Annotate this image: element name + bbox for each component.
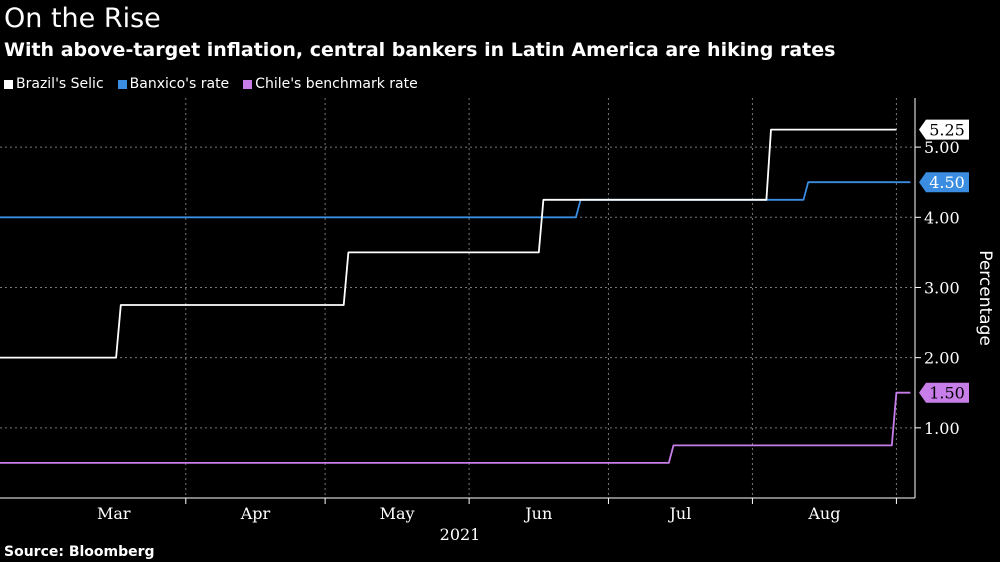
legend-swatch-brazil <box>4 79 13 89</box>
x-tick-label-1: Apr <box>240 504 271 523</box>
legend-swatch-banxico <box>117 79 127 89</box>
legend-item-chile: Chile's benchmark rate <box>243 76 418 92</box>
value-badge-label-chile: 1.50 <box>929 384 965 403</box>
x-tick-label-4: Jul <box>668 504 692 523</box>
legend-item-brazil: Brazil's Selic <box>4 76 104 92</box>
legend-label-banxico: Banxico's rate <box>129 76 230 92</box>
source-note: Source: Bloomberg <box>4 544 155 560</box>
value-badge-chile <box>919 382 969 403</box>
x-year-label: 2021 <box>440 525 481 544</box>
y-tick-label-0: 1.00 <box>924 419 960 438</box>
value-badge-label-banxico: 4.50 <box>929 173 965 192</box>
x-tick-label-3: Jun <box>523 504 552 523</box>
legend-label-chile: Chile's benchmark rate <box>255 76 418 92</box>
value-badge-brazil <box>919 119 969 140</box>
value-badge-banxico <box>919 172 969 193</box>
series-line-brazil <box>0 128 897 359</box>
chart-title: On the Rise <box>4 3 161 34</box>
x-tick-label-5: Aug <box>807 504 840 523</box>
y-tick-label-2: 3.00 <box>924 278 960 297</box>
series-line-chile <box>0 391 911 464</box>
y-axis-title: Percentage <box>975 250 995 346</box>
y-tick-label-1: 2.00 <box>924 349 960 368</box>
legend-label-brazil: Brazil's Selic <box>16 76 104 92</box>
x-tick-label-2: May <box>380 504 415 523</box>
value-badge-label-brazil: 5.25 <box>929 121 965 140</box>
series-line-banxico <box>0 181 911 219</box>
legend: Brazil's Selic Banxico's rate Chile's be… <box>4 74 432 94</box>
y-tick-label-3: 4.00 <box>924 208 960 227</box>
legend-swatch-chile <box>243 79 253 89</box>
y-tick-label-4: 5.00 <box>924 138 960 157</box>
x-tick-label-0: Mar <box>97 504 131 523</box>
chart-subtitle: With above-target inflation, central ban… <box>4 39 836 61</box>
legend-item-banxico: Banxico's rate <box>117 76 230 92</box>
